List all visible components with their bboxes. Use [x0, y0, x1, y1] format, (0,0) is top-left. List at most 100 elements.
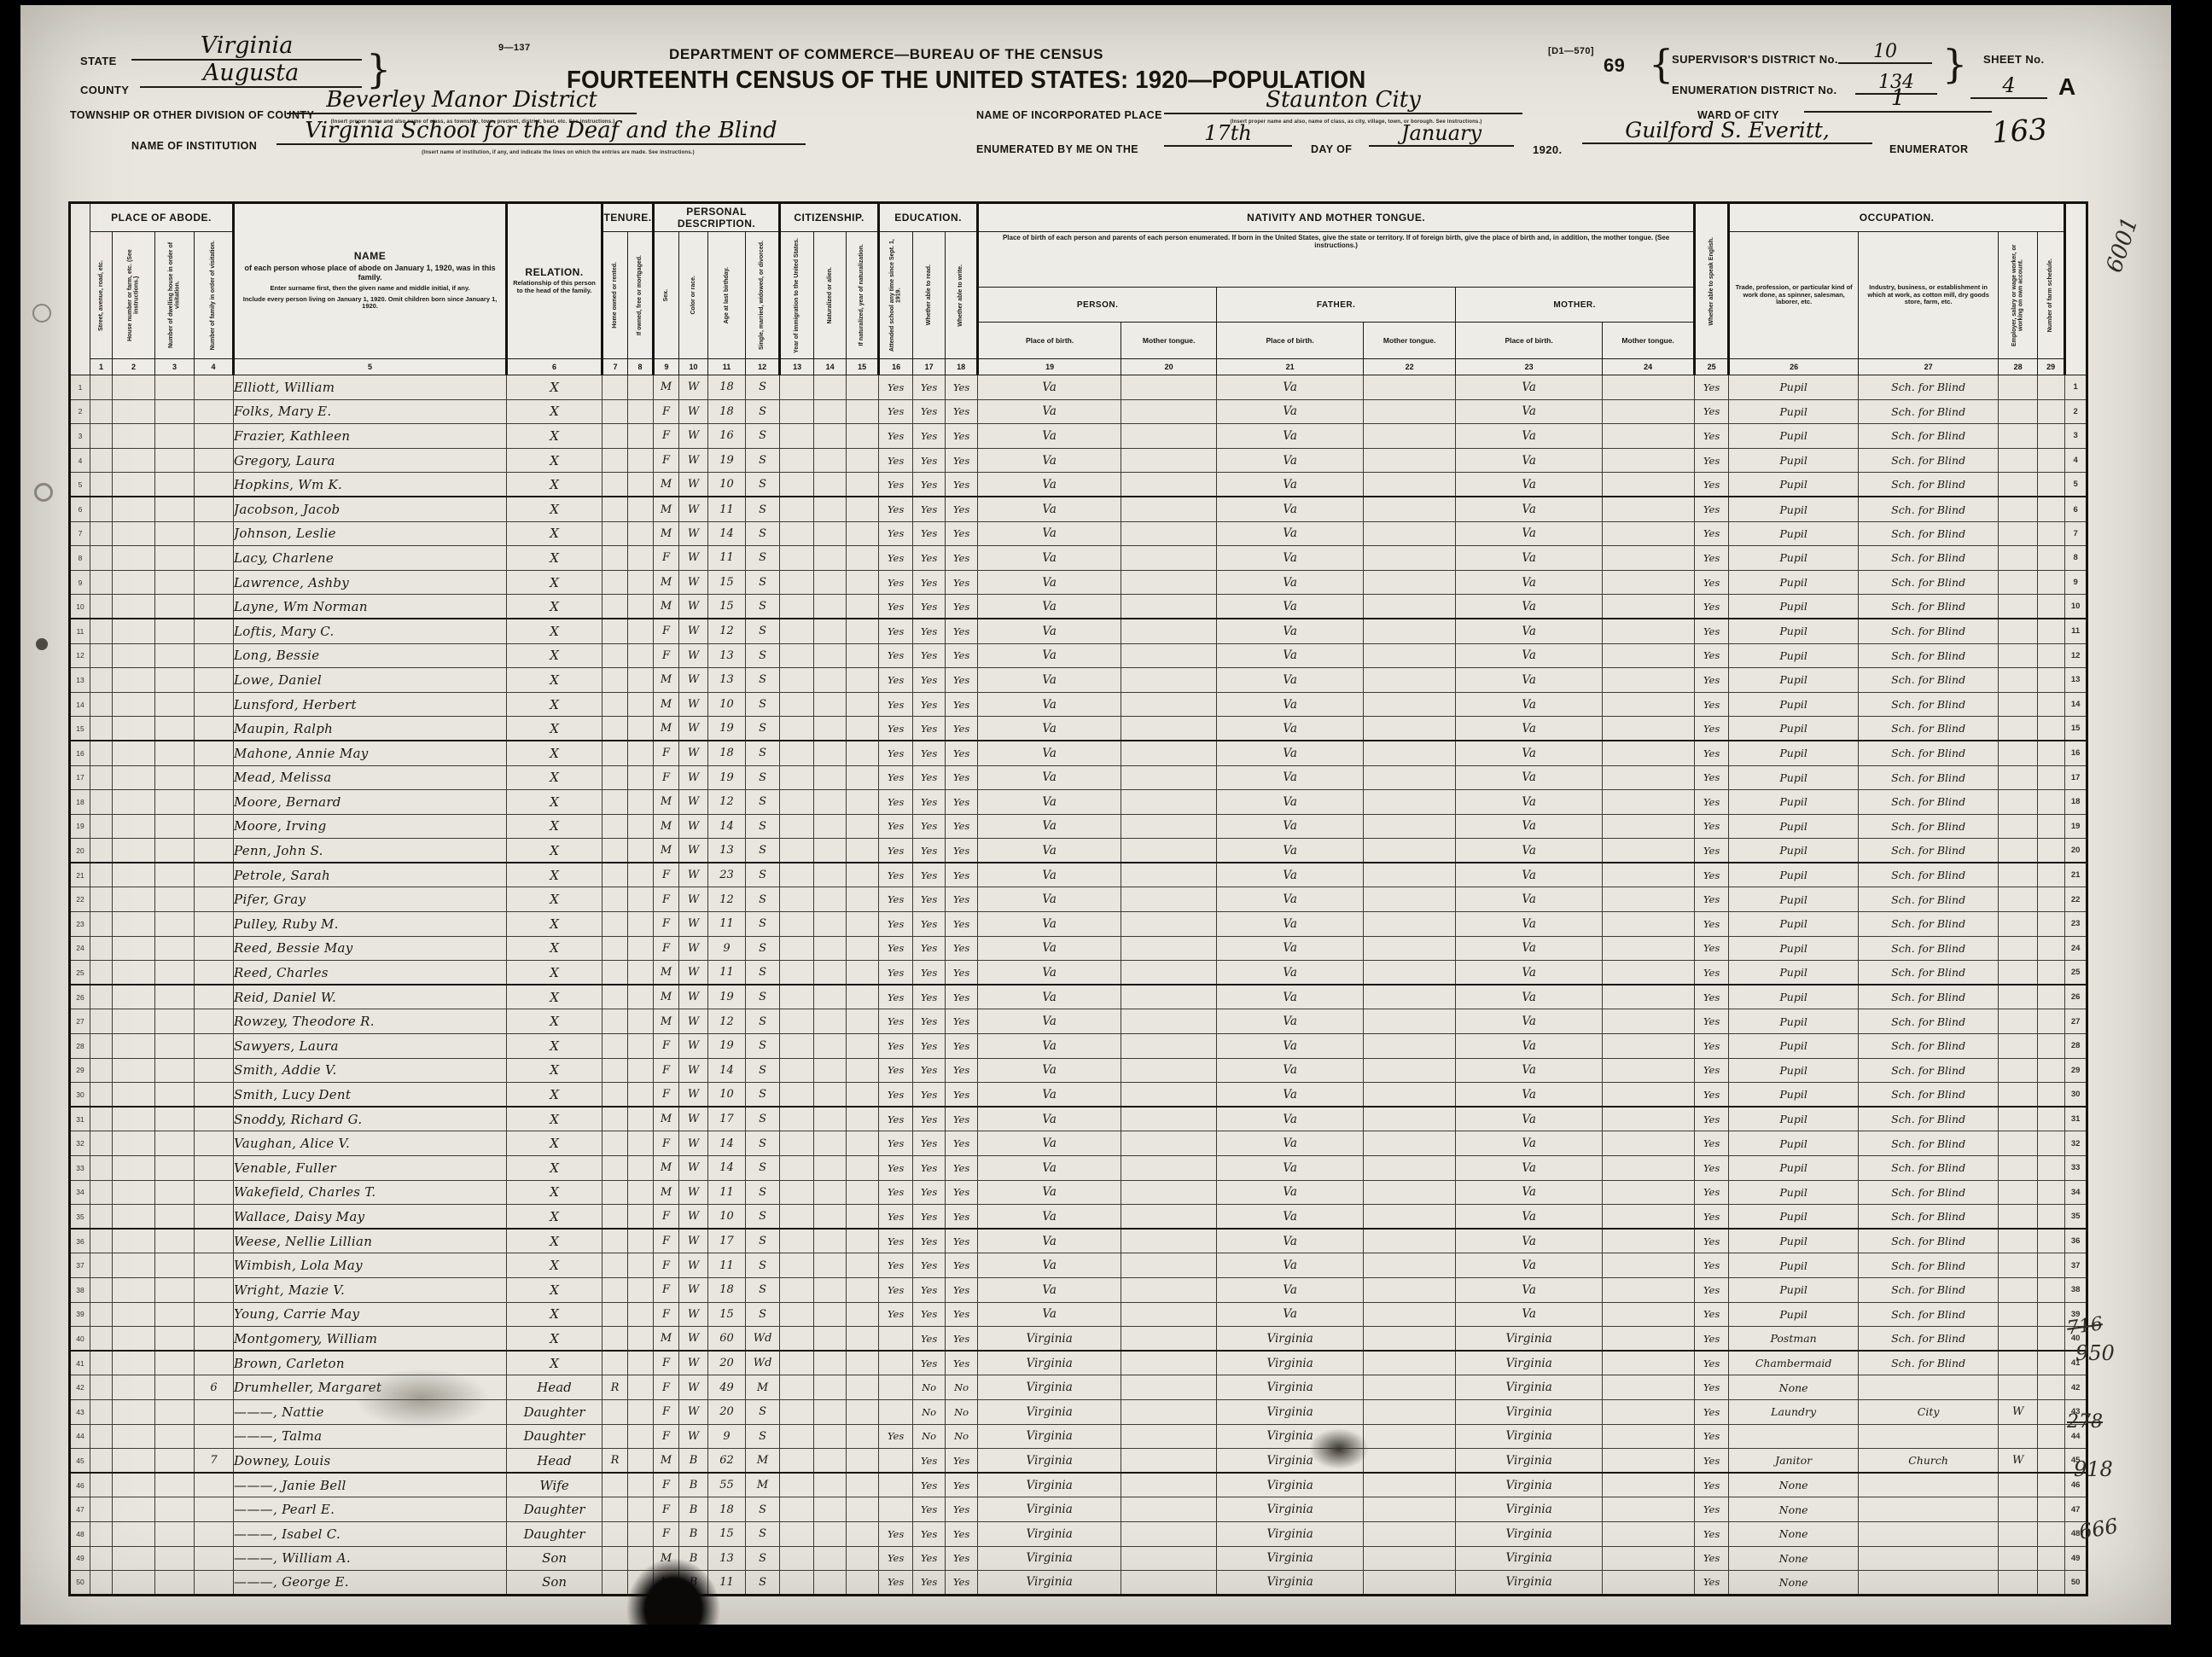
cell-s1 [90, 813, 113, 840]
table-row: 4 Gregory, Laura X F W 19 S Yes Yes Yes Va Va Va Yes P… [69, 447, 2088, 474]
cell-n2: 48 [2064, 1520, 2088, 1547]
cell-emp [1998, 1228, 2039, 1254]
cell-occ: Pupil [1728, 1082, 1860, 1108]
cell-c15 [846, 423, 880, 449]
cell-s1 [90, 960, 113, 986]
cell-farm [2037, 789, 2066, 815]
cell-n: 43 [69, 1398, 90, 1425]
cell-c13 [779, 1253, 815, 1278]
cell-mar: S [745, 1033, 781, 1059]
cell-mt [1121, 1106, 1218, 1132]
cell-c13 [779, 1472, 815, 1498]
cell-ind: City [1858, 1398, 2000, 1425]
cell-t7 [602, 1106, 629, 1132]
cell-n2: 27 [2064, 1009, 2088, 1035]
cell-farm [2037, 960, 2066, 986]
cell-eng: Yes [1694, 1570, 1730, 1596]
cell-eng: Yes [1694, 960, 1730, 986]
cell-n2: 17 [2064, 765, 2088, 791]
cell-mar: S [745, 1545, 781, 1572]
cell-sex: F [653, 1520, 680, 1547]
cell-mt [1121, 813, 1218, 840]
cell-mtf [1363, 569, 1457, 596]
cell-c14 [813, 447, 847, 474]
ward-label: WARD OF CITY [1697, 109, 1779, 121]
cell-t7 [602, 911, 629, 937]
immigration-year-desc: Year of immigration to the United States… [794, 237, 800, 353]
cell-rel: X [506, 1131, 603, 1156]
cell-emp [1998, 1520, 2039, 1547]
table-row: 12 Long, Bessie X F W 13 S Yes Yes Yes Va Va Va Yes Pu… [69, 642, 2088, 669]
cell-col: W [678, 375, 709, 400]
cell-age: 11 [707, 496, 747, 522]
cell-col: W [678, 984, 709, 1010]
cell-f4 [193, 1057, 235, 1084]
district-brace-open: { [1649, 41, 1674, 87]
cell-c13 [779, 862, 815, 888]
cell-s1 [90, 1131, 113, 1156]
cell-sex: F [653, 398, 680, 425]
cell-s2 [112, 984, 155, 1010]
cell-c14 [813, 1009, 847, 1035]
cell-mt [1121, 1179, 1218, 1206]
col-farm-schedule-header: Number of farm schedule. [2037, 231, 2067, 359]
cell-mt [1121, 545, 1218, 571]
cell-e16: Yes [878, 447, 914, 474]
cell-ind: Sch. for Blind [1858, 789, 2000, 815]
cell-mtf [1363, 1204, 1457, 1230]
cell-emp [1998, 545, 2039, 571]
cell-age: 20 [707, 1398, 747, 1425]
cell-emp [1998, 1545, 2039, 1572]
cell-emp [1998, 1179, 2039, 1206]
cell-mar: S [745, 716, 781, 742]
cell-pb: Va [977, 375, 1122, 400]
cell-pb: Va [977, 1082, 1122, 1108]
cell-n: 28 [69, 1033, 90, 1059]
cell-rel: X [506, 1276, 603, 1303]
cell-n2: 25 [2064, 960, 2088, 986]
col-marital-header: Single, married, widowed, or divorced. [745, 231, 782, 359]
cell-c13 [779, 398, 815, 425]
cell-age: 9 [707, 935, 747, 962]
cell-rel: X [506, 1204, 603, 1230]
cell-n2: 30 [2064, 1082, 2088, 1108]
cell-pbm: Va [1455, 447, 1604, 474]
table-row: 42 6 Drumheller, Margaret Head R F W 49 M No No Vir… [69, 1375, 2088, 1400]
cell-pbf: Va [1216, 862, 1365, 888]
cell-mtf [1363, 789, 1457, 815]
cell-col: W [678, 1375, 709, 1400]
cell-c13 [779, 1497, 815, 1522]
cell-c13 [779, 716, 815, 742]
cell-e17: Yes [912, 1155, 946, 1181]
cell-e16: Yes [878, 984, 914, 1010]
cell-t8 [627, 911, 655, 937]
enumeration-district-value: 134 [1855, 72, 1937, 95]
cell-emp [1998, 569, 2039, 596]
cell-n: 35 [69, 1204, 90, 1230]
cell-age: 9 [707, 1423, 747, 1450]
cell-c14 [813, 1033, 847, 1059]
cell-emp [1998, 960, 2039, 986]
cell-occ: Pupil [1728, 1131, 1860, 1156]
cell-n: 20 [69, 838, 90, 864]
able-to-write-desc: Whether able to write. [958, 264, 964, 327]
cell-n: 19 [69, 813, 90, 840]
cell-f4 [193, 423, 235, 449]
cell-s2 [112, 1179, 155, 1206]
cell-name: Montgomery, William [233, 1326, 508, 1352]
cell-e16 [878, 1350, 914, 1376]
cell-sex: F [653, 1082, 680, 1108]
cell-s3 [154, 667, 195, 693]
cell-e16: Yes [878, 1423, 914, 1450]
cell-farm [2037, 594, 2066, 620]
cell-c15 [846, 789, 880, 815]
cell-mtf [1363, 1423, 1457, 1450]
cell-mt [1121, 1057, 1218, 1084]
cell-col: W [678, 1326, 709, 1352]
cell-pbf: Va [1216, 984, 1365, 1010]
cell-s1 [90, 1472, 113, 1498]
cell-pbm: Va [1455, 569, 1604, 596]
colnum-18: 18 [945, 358, 980, 375]
cell-occ: Pupil [1728, 496, 1860, 522]
group-nativity: NATIVITY AND MOTHER TONGUE. [977, 202, 1697, 232]
